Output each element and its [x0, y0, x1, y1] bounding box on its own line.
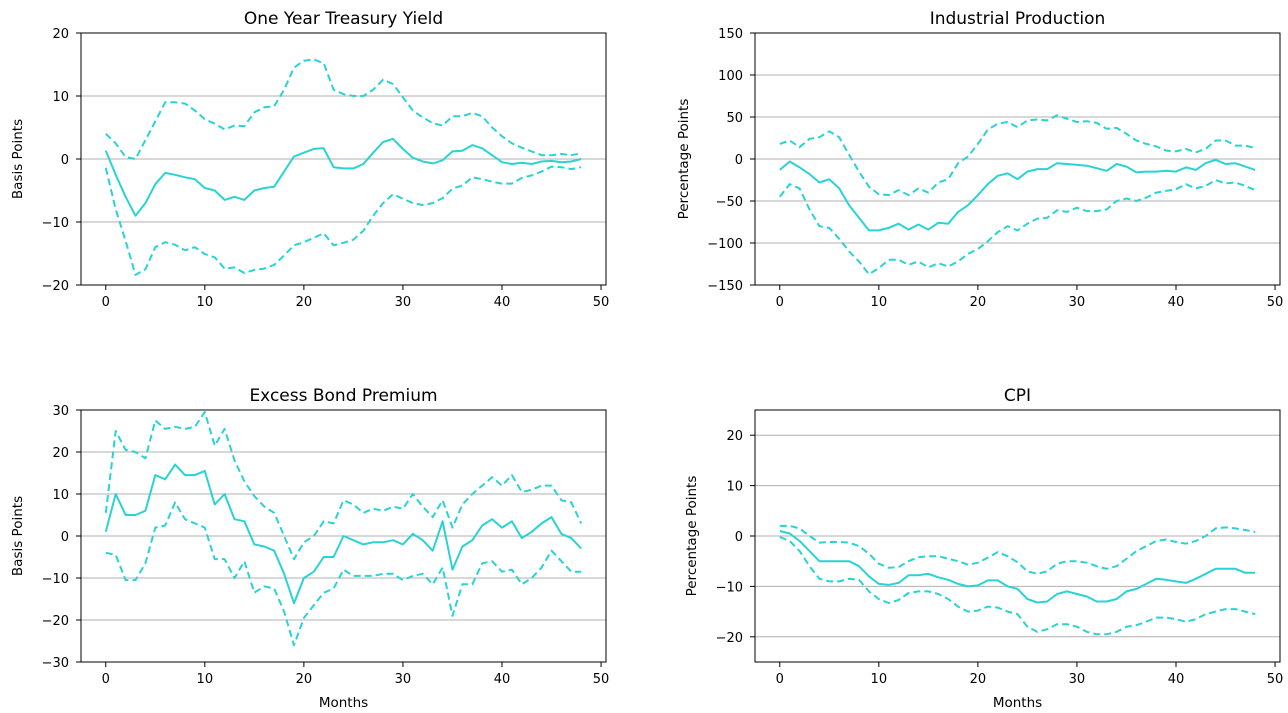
x-tick-label: 10	[197, 295, 214, 310]
y-tick-label: −100	[707, 237, 743, 252]
y-tick-label: 20	[52, 27, 69, 42]
series-line	[779, 158, 1256, 232]
y-tick-label: 10	[52, 90, 69, 105]
x-tick-label: 0	[776, 672, 784, 687]
y-tick-label: 150	[718, 27, 743, 42]
confidence-band-line	[779, 524, 1256, 575]
chart-panel: 0 10 20 30 40 50 −20 −10 0 10 20 CPI Percentage Poin…	[684, 386, 1283, 711]
chart-panel: 0 10 20 30 40 50 −30 −20 −10 0 10 20 30 Excess Bond P…	[10, 386, 609, 711]
x-tick-label: 0	[102, 295, 110, 310]
y-tick-label: 20	[726, 429, 743, 444]
x-tick-label: 50	[1267, 295, 1284, 310]
chart-title: CPI	[1004, 386, 1031, 406]
y-axis-label: Percentage Points	[684, 476, 700, 597]
x-tick-label: 20	[970, 295, 987, 310]
x-tick-label: 40	[494, 672, 511, 687]
x-tick-label: 20	[296, 672, 313, 687]
y-tick-label: 100	[718, 69, 743, 84]
y-tick-label: −10	[716, 580, 743, 595]
confidence-band-line	[104, 165, 582, 276]
y-tick-label: −20	[42, 279, 69, 294]
x-tick-label: 40	[494, 295, 511, 310]
y-tick-label: −20	[716, 631, 743, 646]
y-tick-label: −10	[42, 572, 69, 587]
y-tick-label: 0	[735, 153, 743, 168]
x-tick-label: 30	[1069, 295, 1086, 310]
chart-title: One Year Treasury Yield	[244, 9, 443, 29]
confidence-band-line	[779, 114, 1256, 197]
chart-title: Excess Bond Premium	[249, 386, 437, 406]
x-tick-label: 50	[593, 672, 610, 687]
y-tick-label: 10	[52, 488, 69, 503]
y-tick-label: −50	[716, 195, 743, 210]
confidence-band-line	[779, 179, 1256, 276]
chart-title: Industrial Production	[930, 9, 1106, 29]
confidence-band-line	[779, 536, 1256, 636]
series-line	[104, 463, 582, 605]
x-tick-label: 0	[776, 295, 784, 310]
x-tick-label: 50	[1267, 672, 1284, 687]
series-line	[779, 530, 1256, 604]
x-tick-label: 50	[593, 295, 610, 310]
x-axis-label: Months	[993, 695, 1042, 711]
confidence-band-line	[105, 58, 582, 160]
confidence-band-line	[105, 501, 582, 647]
x-tick-label: 10	[871, 672, 888, 687]
y-axis-label: Percentage Points	[676, 99, 692, 220]
y-tick-label: 0	[61, 153, 69, 168]
y-tick-label: 20	[52, 446, 69, 461]
x-tick-label: 0	[102, 672, 110, 687]
y-tick-label: 0	[735, 530, 743, 545]
x-tick-label: 40	[1168, 672, 1185, 687]
x-tick-label: 40	[1168, 295, 1185, 310]
y-tick-label: −150	[707, 279, 743, 294]
y-tick-label: 10	[726, 480, 743, 495]
y-axis-label: Basis Points	[10, 496, 26, 576]
y-tick-label: −20	[42, 614, 69, 629]
x-tick-label: 30	[395, 672, 412, 687]
y-axis-label: Basis Points	[10, 119, 26, 199]
chart-panel: 0 10 20 30 40 50 −150 −100 −50 0 50 100 150 Industria…	[676, 9, 1283, 310]
x-tick-label: 20	[296, 295, 313, 310]
y-tick-label: 0	[61, 530, 69, 545]
x-axis-label: Months	[319, 695, 368, 711]
x-tick-label: 10	[871, 295, 888, 310]
y-tick-label: 50	[726, 111, 743, 126]
x-tick-label: 30	[395, 295, 412, 310]
x-tick-label: 30	[1069, 672, 1086, 687]
x-tick-label: 20	[970, 672, 987, 687]
y-tick-label: −30	[42, 656, 69, 671]
series-line	[104, 137, 582, 217]
x-tick-label: 10	[197, 672, 214, 687]
chart-panel: 0 10 20 30 40 50 −20 −10 0 10 20 One Year Treasury …	[10, 9, 609, 310]
y-tick-label: 30	[52, 404, 69, 419]
y-tick-label: −10	[42, 216, 69, 231]
